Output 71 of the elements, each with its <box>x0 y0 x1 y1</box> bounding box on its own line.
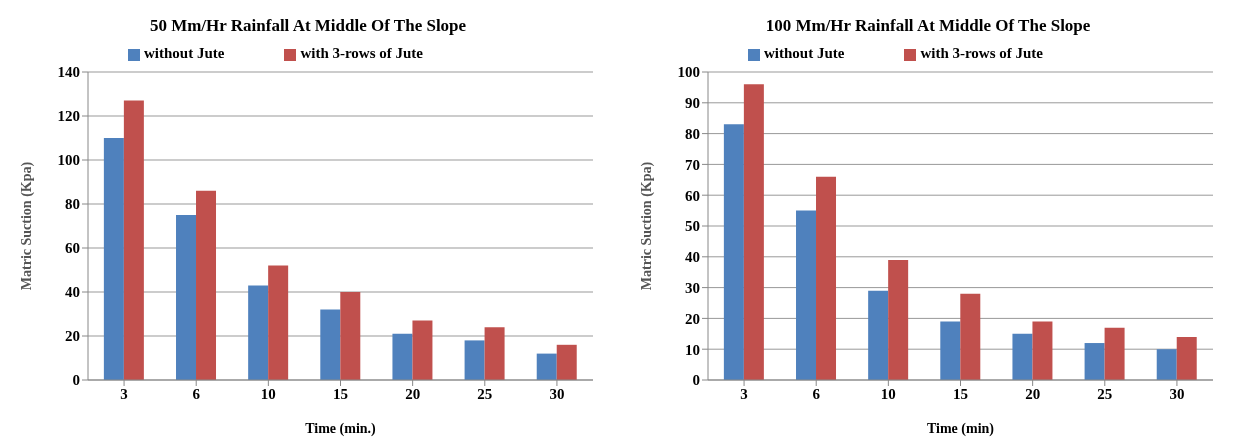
x-tick-label: 30 <box>549 385 565 402</box>
bar <box>723 124 744 380</box>
legend-label: with 3-rows of Jute <box>920 45 1044 61</box>
bar <box>1084 343 1105 380</box>
bar <box>1104 327 1125 380</box>
x-tick-label: 25 <box>477 385 493 402</box>
chart-title: 100 Mm/Hr Rainfall At Middle Of The Slope <box>764 16 1092 37</box>
x-tick-label: 25 <box>1097 385 1113 402</box>
bar <box>1012 333 1033 380</box>
bar <box>176 215 197 380</box>
bar <box>268 265 289 380</box>
y-tick-label: 30 <box>685 279 700 296</box>
bar <box>196 190 217 380</box>
y-tick-label: 100 <box>677 64 700 81</box>
bar <box>103 138 124 380</box>
y-tick-label: 50 <box>685 218 700 235</box>
y-tick-label: 60 <box>685 187 700 204</box>
bar <box>340 292 361 380</box>
bar <box>1156 349 1177 380</box>
y-tick-label: 40 <box>685 249 700 266</box>
bar <box>536 353 557 380</box>
bar <box>412 320 433 380</box>
x-axis-title: Time (min.) <box>305 421 377 437</box>
bar <box>743 84 764 380</box>
y-tick-label: 0 <box>72 372 80 389</box>
x-tick-label: 10 <box>880 385 896 402</box>
legend-label: without Jute <box>763 45 845 61</box>
bar <box>816 176 837 380</box>
bar <box>320 309 341 380</box>
x-tick-label: 6 <box>192 385 201 402</box>
x-tick-label: 20 <box>405 385 421 402</box>
y-tick-label: 100 <box>57 152 80 169</box>
y-tick-label: 70 <box>685 156 700 173</box>
x-tick-label: 6 <box>812 385 821 402</box>
bar <box>392 333 413 380</box>
x-tick-label: 15 <box>953 385 968 402</box>
x-tick-label: 20 <box>1025 385 1041 402</box>
x-axis-title: Time (min) <box>926 421 995 437</box>
bar <box>1032 321 1053 380</box>
bar <box>940 321 961 380</box>
y-tick-label: 60 <box>65 240 80 257</box>
y-tick-label: 0 <box>692 372 700 389</box>
y-axis-title: Matric Suction (Kpa) <box>638 161 655 291</box>
y-tick-label: 40 <box>65 284 80 301</box>
y-tick-label: 90 <box>685 95 700 112</box>
y-tick-label: 80 <box>685 125 700 142</box>
x-tick-label: 3 <box>120 385 128 402</box>
y-axis-title: Matric Suction (Kpa) <box>18 161 35 291</box>
chart-title: 50 Mm/Hr Rainfall At Middle Of The Slope <box>148 16 468 37</box>
bar <box>123 100 144 380</box>
y-tick-label: 10 <box>685 341 700 358</box>
legend-label: without Jute <box>143 45 225 61</box>
x-tick-label: 15 <box>333 385 348 402</box>
y-tick-label: 140 <box>57 64 80 81</box>
x-tick-label: 30 <box>1169 385 1185 402</box>
x-tick-label: 3 <box>740 385 748 402</box>
bar <box>868 290 889 380</box>
bar <box>484 327 505 380</box>
bar <box>248 285 269 380</box>
bar <box>888 259 909 380</box>
bar <box>960 293 981 380</box>
y-tick-label: 120 <box>57 108 80 125</box>
bar <box>464 340 485 380</box>
y-tick-label: 20 <box>65 328 80 345</box>
y-tick-label: 80 <box>65 196 80 213</box>
bar <box>796 210 817 380</box>
bar <box>556 344 577 380</box>
legend-label: with 3-rows of Jute <box>300 45 424 61</box>
x-tick-label: 10 <box>260 385 276 402</box>
bar <box>1176 336 1197 380</box>
y-tick-label: 20 <box>685 310 700 327</box>
